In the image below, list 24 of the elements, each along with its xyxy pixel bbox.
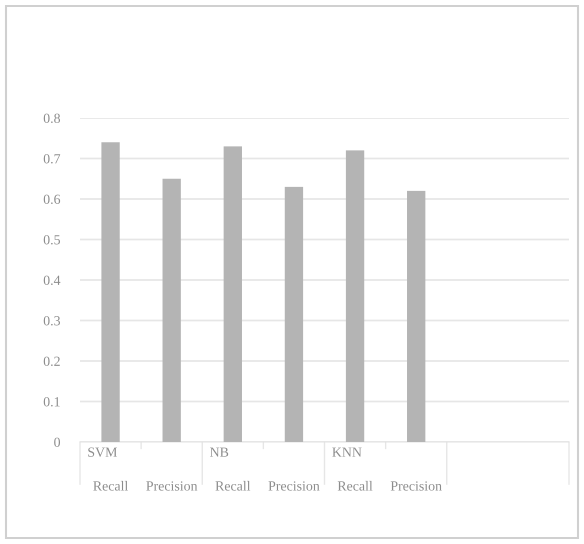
text: SVM: [88, 447, 118, 457]
bar: [346, 150, 364, 442]
y-tick-label: 0.1: [44, 397, 60, 407]
bar: [407, 190, 426, 442]
bar: [162, 178, 181, 442]
x-tick-label: Recall: [215, 480, 250, 491]
x-tick-label: Precision: [268, 481, 320, 491]
y-tick-label: 0.4: [44, 276, 60, 286]
x-tick-label: Precision: [146, 481, 198, 491]
y-tick-label: 0.7: [44, 154, 60, 164]
y-tick-label: 0.8: [44, 114, 60, 124]
x-tick-label: Recall: [93, 480, 128, 491]
y-tick-label: 0.2: [44, 356, 60, 366]
y-tick-label: 0.5: [44, 235, 60, 245]
text: NB: [210, 448, 228, 457]
y-tick-label: 0.6: [44, 194, 60, 204]
x-tick-label: Precision: [390, 481, 442, 491]
y-tick-label: 0.3: [44, 316, 60, 326]
x-tick-label: Recall: [338, 480, 373, 491]
text: KNN: [332, 448, 362, 457]
bar: [224, 146, 242, 442]
bar: [101, 142, 120, 442]
y-tick-label: 0: [54, 438, 60, 447]
bar: [284, 186, 304, 442]
